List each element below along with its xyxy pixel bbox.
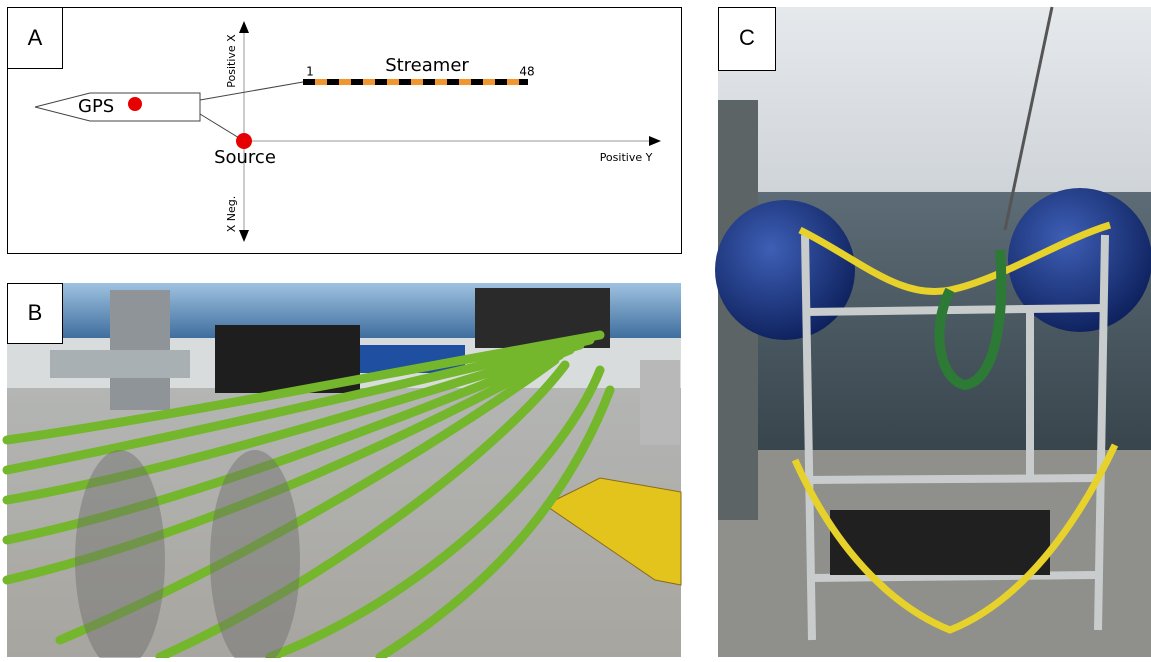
photo-crane-arm xyxy=(50,350,190,378)
gps-marker xyxy=(128,97,142,111)
axis-label: Positive Y xyxy=(600,151,653,164)
figure: GPS Source Streamer 1 48 Positive X X Ne… xyxy=(0,0,1151,658)
panel-frame xyxy=(8,8,682,254)
streamer-label: Streamer xyxy=(385,55,469,76)
panel-label: A xyxy=(28,25,43,50)
photo-drum xyxy=(640,360,680,445)
page: {"panels": [{"label": "A"}, {"label": "B… xyxy=(0,0,1151,658)
gps-label: GPS xyxy=(78,96,114,117)
panel-a: GPS Source Streamer 1 48 Positive X X Ne… xyxy=(8,8,682,254)
axis-label: Positive X xyxy=(225,34,238,88)
photo-buoy xyxy=(715,200,855,340)
channel-label: 1 xyxy=(306,65,314,79)
panel-c: C xyxy=(715,7,1151,657)
photo-sky xyxy=(718,7,1151,192)
panel-label: B xyxy=(28,300,43,325)
source-label: Source xyxy=(214,147,276,168)
axis-label: X Neg. xyxy=(225,196,238,233)
channel-label: 48 xyxy=(519,65,534,79)
panel-label: C xyxy=(739,25,755,50)
panel-b: B xyxy=(7,283,681,658)
